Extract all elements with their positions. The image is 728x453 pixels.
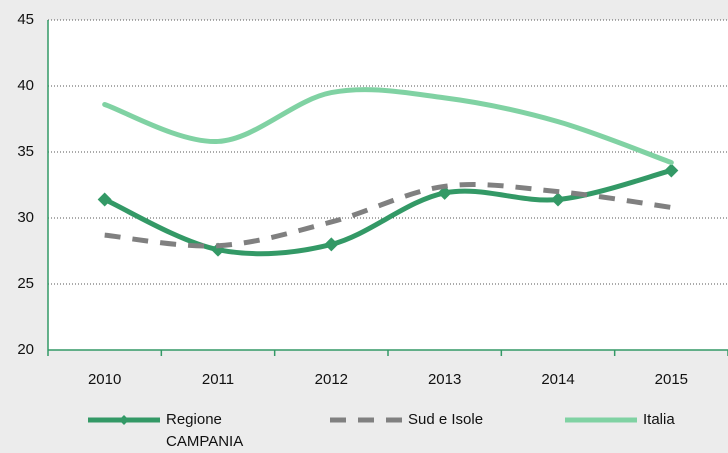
- x-tick-label: 2010: [88, 371, 121, 388]
- legend-marker: [119, 415, 129, 425]
- y-tick-label: 45: [17, 11, 34, 28]
- y-tick-label: 35: [17, 143, 34, 160]
- legend-label: Sud e Isole: [408, 411, 484, 428]
- y-tick-label: 40: [17, 77, 34, 94]
- marker: [97, 192, 112, 207]
- y-tick-label: 20: [17, 341, 34, 358]
- marker: [664, 163, 679, 178]
- x-tick-label: 2014: [541, 371, 574, 388]
- series-line: [102, 87, 674, 166]
- y-tick-label: 25: [17, 275, 34, 292]
- x-tick-label: 2012: [315, 371, 348, 388]
- series-line: [104, 182, 672, 249]
- x-tick-label: 2011: [202, 371, 234, 388]
- marker: [551, 192, 565, 207]
- marker: [324, 237, 339, 252]
- legend-label: Italia: [643, 411, 675, 428]
- marker: [437, 185, 452, 200]
- y-tick-label: 30: [17, 209, 34, 226]
- legend-label: Regione CAMPANIA: [166, 411, 244, 450]
- x-tick-label: 2015: [655, 371, 688, 388]
- x-tick-label: 2013: [428, 371, 461, 388]
